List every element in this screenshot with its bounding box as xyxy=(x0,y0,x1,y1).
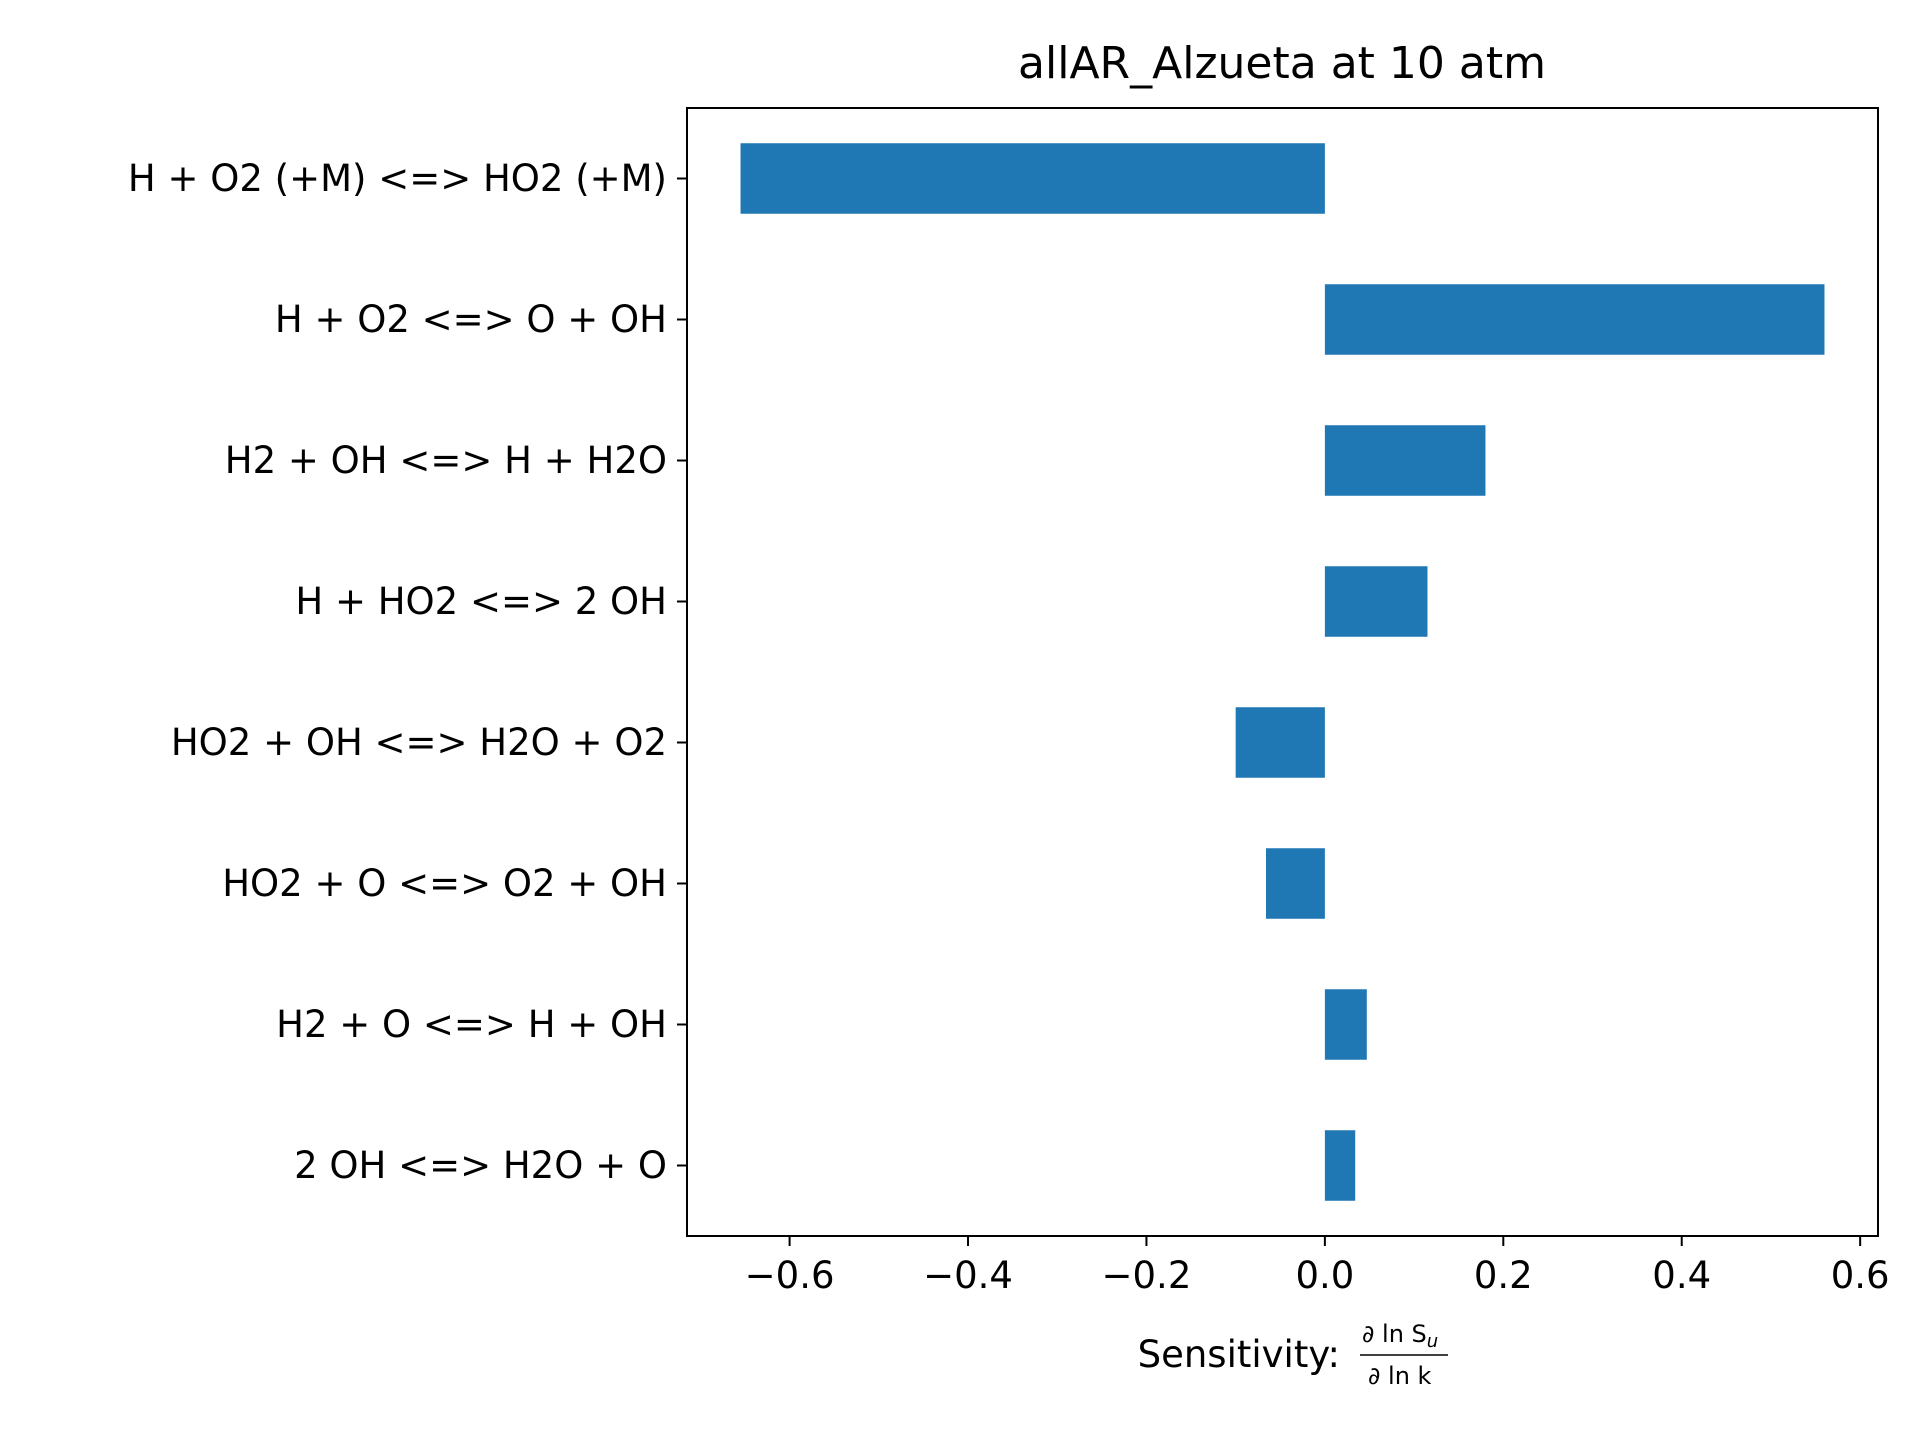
bar-3 xyxy=(1324,566,1428,637)
y-axis-ticks: H + O2 (+M) <=> HO2 (+M) H + O2 <=> O + O… xyxy=(128,157,687,1187)
y-tick-label-0: H + O2 (+M) <=> HO2 (+M) xyxy=(128,157,667,200)
bars-group xyxy=(740,143,1825,1201)
x-tick-label-0: −0.6 xyxy=(745,1254,835,1297)
bar-6 xyxy=(1324,989,1367,1060)
bar-5 xyxy=(1265,848,1325,919)
x-axis-label-numerator: ∂ ln Su xyxy=(1362,1320,1438,1352)
x-axis-label-denominator: ∂ ln k xyxy=(1368,1362,1432,1390)
y-tick-label-5: HO2 + O <=> O2 + OH xyxy=(222,862,667,905)
x-axis-label-text: Sensitivity: xyxy=(1138,1333,1340,1376)
x-tick-label-4: 0.2 xyxy=(1474,1254,1533,1297)
bar-4 xyxy=(1235,707,1325,778)
y-tick-label-1: H + O2 <=> O + OH xyxy=(275,298,667,341)
x-tick-label-6: 0.6 xyxy=(1831,1254,1890,1297)
y-tick-label-4: HO2 + OH <=> H2O + O2 xyxy=(171,721,667,764)
x-axis-label: Sensitivity: ∂ ln Su ∂ ln k xyxy=(1138,1320,1448,1390)
bar-1 xyxy=(1324,284,1825,355)
x-tick-label-2: −0.2 xyxy=(1102,1254,1192,1297)
y-tick-label-7: 2 OH <=> H2O + O xyxy=(294,1144,667,1187)
x-tick-label-5: 0.4 xyxy=(1652,1254,1711,1297)
plot-frame xyxy=(686,107,1879,1237)
bar-7 xyxy=(1324,1130,1356,1201)
chart-title: allAR_Alzueta at 10 atm xyxy=(1018,38,1546,89)
bar-0 xyxy=(740,143,1325,214)
y-tick-label-3: H + HO2 <=> 2 OH xyxy=(295,580,667,623)
y-tick-label-2: H2 + OH <=> H + H2O xyxy=(225,439,667,482)
x-tick-label-1: −0.4 xyxy=(923,1254,1013,1297)
y-tick-label-6: H2 + O <=> H + OH xyxy=(276,1003,667,1046)
bar-2 xyxy=(1324,425,1486,496)
x-axis-ticks: −0.6 −0.4 −0.2 0.0 0.2 0.4 0.6 xyxy=(745,1236,1890,1297)
x-tick-label-3: 0.0 xyxy=(1295,1254,1354,1297)
